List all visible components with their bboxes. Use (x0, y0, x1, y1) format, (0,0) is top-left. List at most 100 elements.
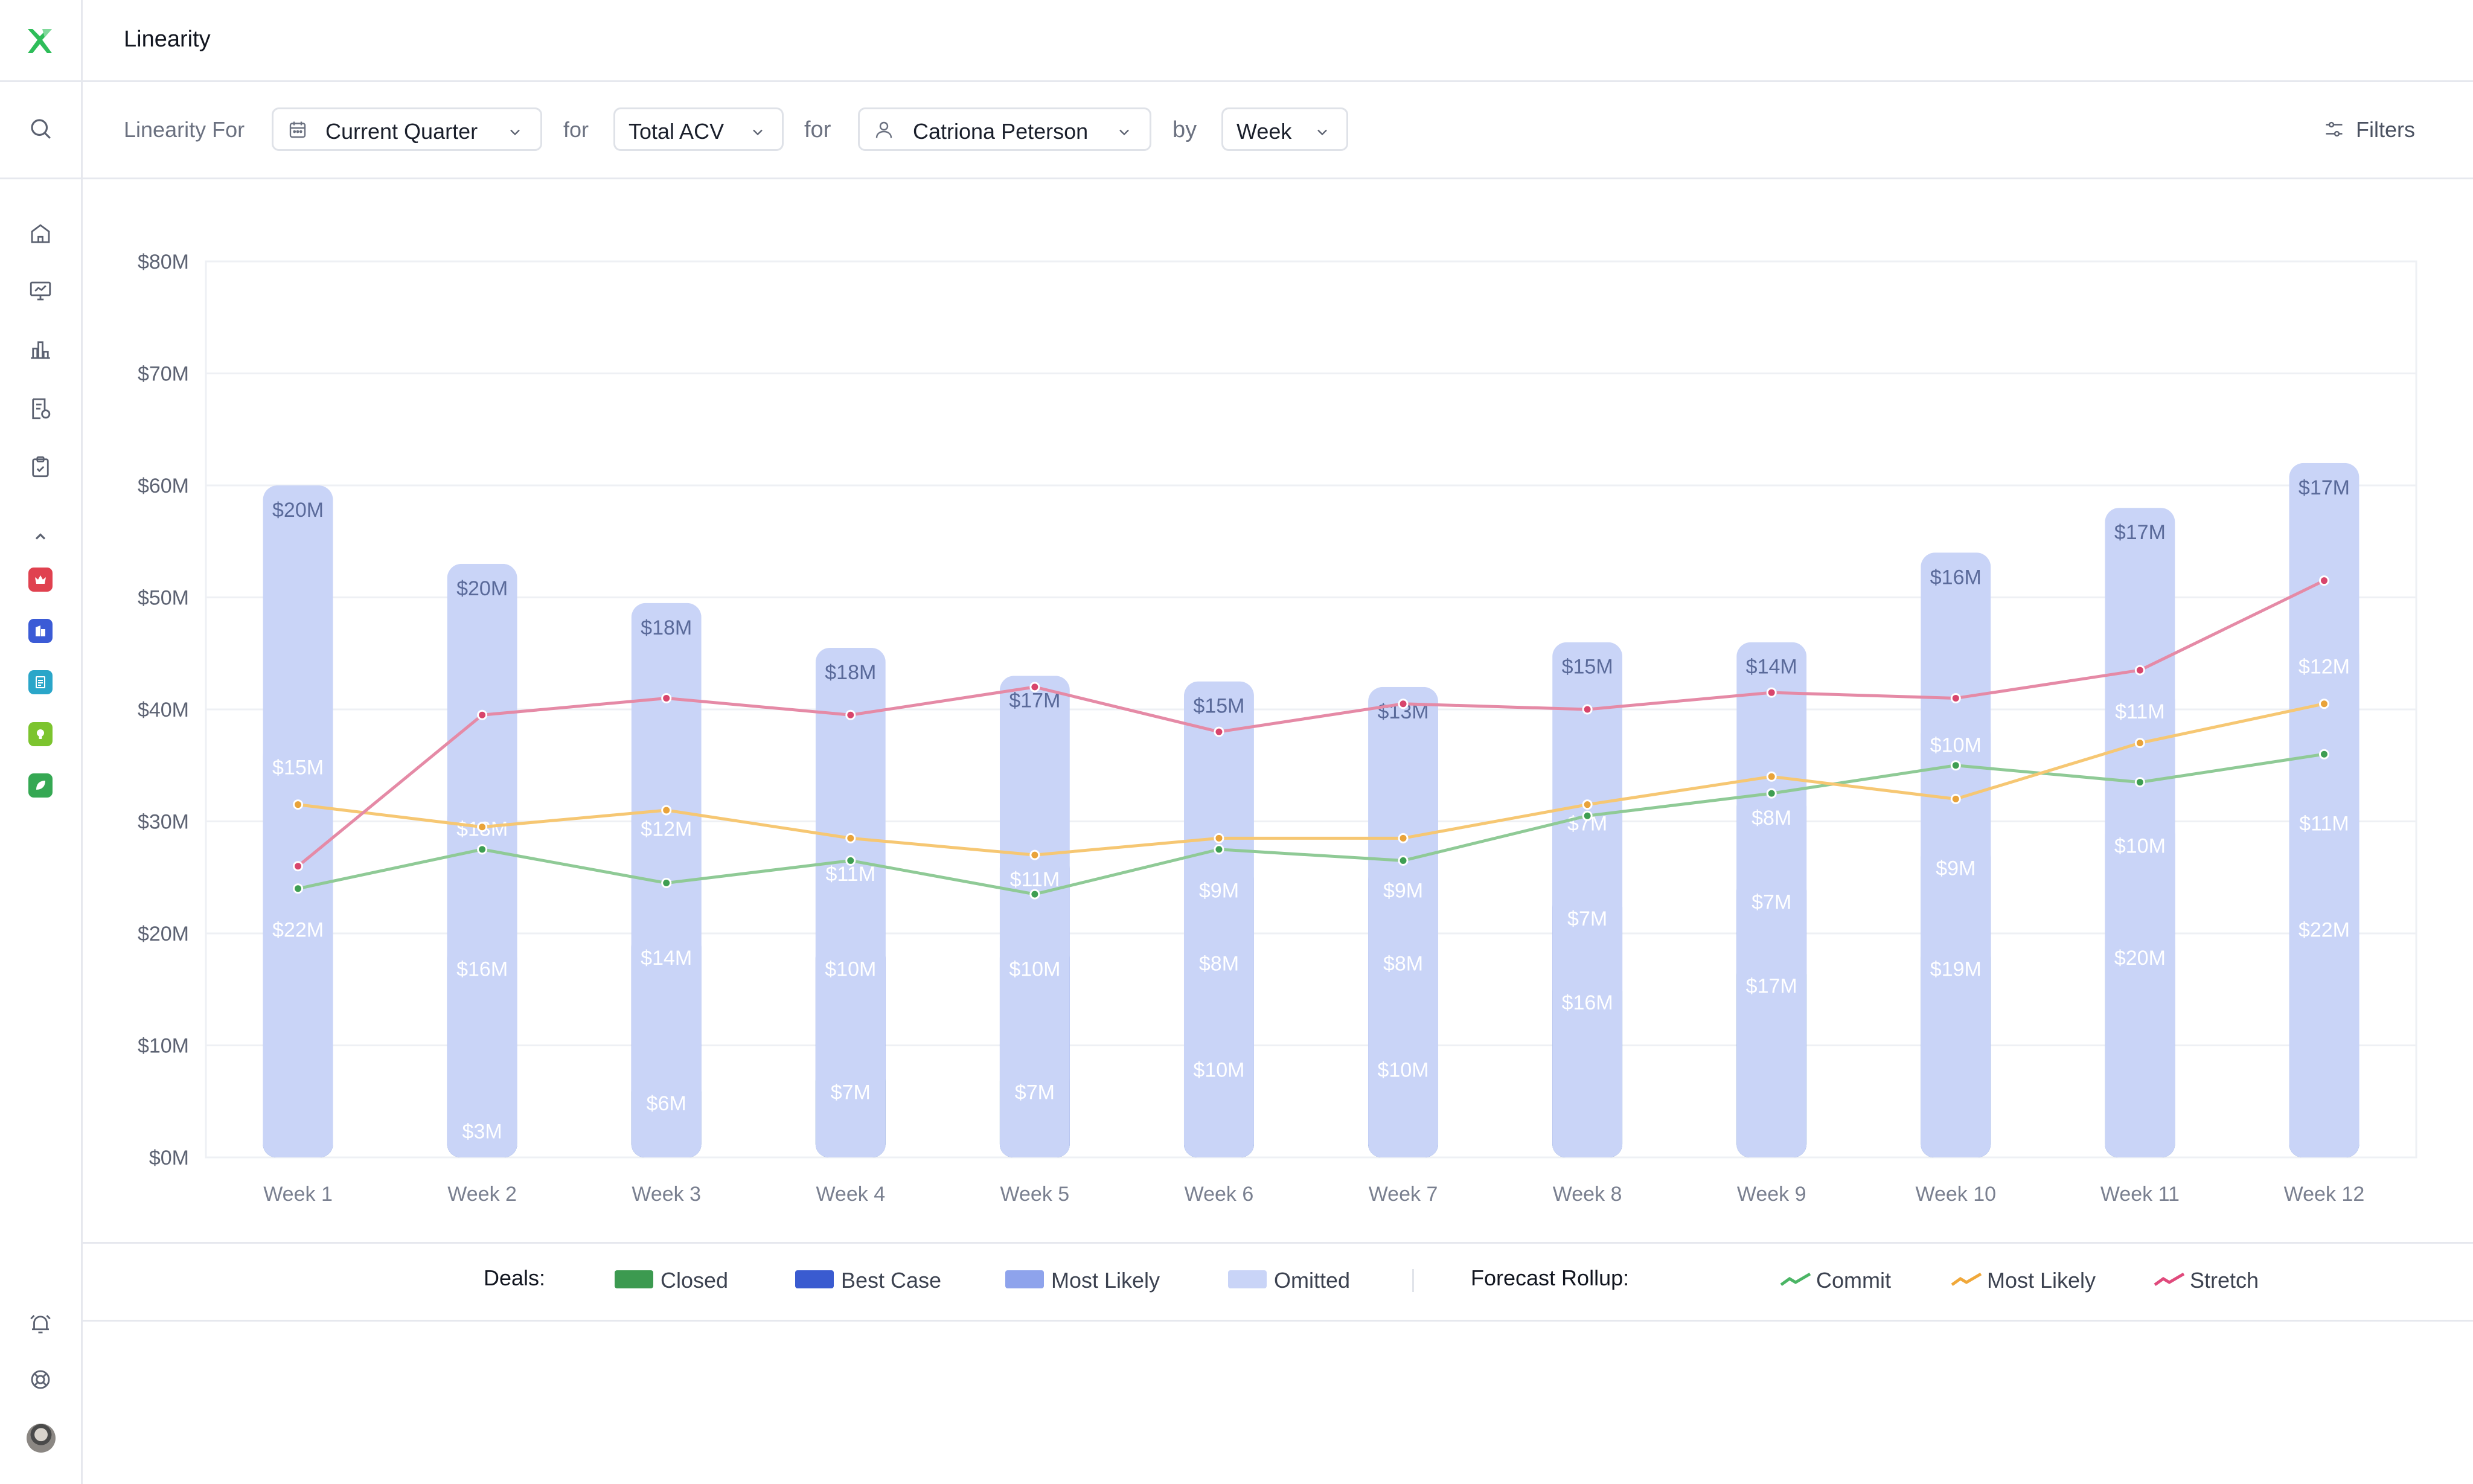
line-point (1214, 833, 1224, 843)
bar-value-label: $15M (272, 756, 324, 779)
legend-most-likely[interactable]: Most Likely (1005, 1267, 1174, 1293)
legend-rollup-most-likely[interactable]: Most Likely (1950, 1267, 2096, 1293)
header: Linearity (83, 0, 2473, 82)
bar-segments (447, 563, 517, 1157)
filter-toolbar: Linearity For Current Quarter for Total … (83, 82, 2473, 179)
bar-stack: $20M $10M $11M $17M (2105, 508, 2175, 1157)
line-point (2318, 699, 2329, 709)
bar-segments (815, 647, 886, 1157)
line-point (845, 833, 856, 843)
linearity-for-label: Linearity For (124, 117, 245, 142)
y-tick-label: $40M (138, 699, 189, 721)
line-point (1582, 810, 1593, 821)
legend-best-case[interactable]: Best Case (795, 1267, 952, 1293)
line-point (1582, 799, 1593, 810)
y-tick-label: $80M (138, 251, 189, 273)
bar-omitted (263, 485, 333, 1157)
x-tick-label: Week 4 (816, 1183, 885, 1206)
bar-stack: $22M $11M $12M $17M (2289, 462, 2359, 1157)
legend-commit-label: Commit (1816, 1268, 1891, 1293)
page-title: Linearity (124, 27, 211, 52)
bar-value-label: $9M (1199, 880, 1239, 903)
omitted-swatch (1228, 1270, 1267, 1288)
most-likely-line-icon (1951, 1272, 1982, 1287)
closed-swatch (615, 1270, 653, 1288)
line-point (1950, 692, 1961, 703)
bar-value-label: $10M (1930, 734, 1982, 757)
metric-dropdown[interactable]: Total ACV (613, 107, 784, 151)
leaf-icon (36, 781, 45, 790)
line-point (1766, 771, 1777, 782)
legend-stretch-label: Stretch (2190, 1268, 2259, 1293)
line-commit (298, 752, 2324, 896)
app-crown[interactable] (28, 568, 53, 592)
line-stretch (296, 579, 2325, 868)
avatar[interactable] (27, 1424, 56, 1453)
report-icon[interactable] (28, 396, 53, 421)
bar-value-label: $14M (1746, 656, 1797, 679)
line-point (1950, 793, 1961, 804)
line-point (1950, 760, 1961, 771)
line-point (2318, 749, 2329, 760)
app-building[interactable] (28, 619, 53, 643)
search-icon[interactable] (28, 116, 53, 141)
building-icon (36, 625, 45, 636)
granularity-dropdown[interactable]: Week (1221, 107, 1348, 151)
chart-svg: $0M$10M$20M$30M$40M$50M$60M$70M$80M$22M$… (138, 251, 2417, 1206)
bar-omitted (1921, 552, 1991, 1157)
legend-closed[interactable]: Closed (615, 1267, 735, 1293)
legend-stretch[interactable]: Stretch (2152, 1267, 2273, 1293)
legend-commit[interactable]: Commit (1779, 1267, 1899, 1293)
bar-omitted (1368, 686, 1439, 1157)
bar-segments (999, 676, 1070, 1157)
y-tick-label: $70M (138, 363, 189, 386)
period-value: Current Quarter (325, 119, 478, 144)
bar-stack: $17M $7M $8M $14M (1736, 642, 1807, 1157)
bar-omitted (999, 676, 1070, 1157)
bar-omitted (1736, 642, 1807, 1157)
line-point (661, 878, 672, 889)
home-icon[interactable] (28, 221, 53, 246)
best-case-swatch (795, 1270, 834, 1288)
bar-segments (1183, 681, 1254, 1158)
app-document[interactable] (28, 670, 53, 694)
line-point (1398, 833, 1409, 843)
bar-segments (1736, 642, 1807, 1157)
for-label-1: for (563, 117, 589, 142)
crown-icon (35, 575, 46, 584)
bar-value-label: $16M (456, 958, 508, 981)
bell-icon[interactable] (28, 1311, 53, 1337)
bar-value-label: $12M (641, 818, 692, 841)
line-point (1766, 687, 1777, 698)
line-point (661, 692, 672, 703)
bar-omitted (2289, 462, 2359, 1157)
bar-segments (2289, 462, 2359, 1157)
legend-best-case-label: Best Case (841, 1268, 942, 1293)
search-cell (0, 82, 81, 179)
bar-stack: $19M $9M $10M $16M (1921, 552, 1991, 1157)
bar-stack: $22M $15M $20M (263, 485, 333, 1157)
bar-value-label: $19M (1930, 958, 1982, 981)
chevron-up-icon[interactable] (28, 524, 53, 548)
person-value: Catriona Peterson (913, 119, 1089, 144)
bar-value-label: $20M (272, 499, 324, 522)
clipboard-check-icon[interactable] (28, 454, 53, 479)
bar-value-label: $10M (825, 958, 876, 981)
legend-omitted[interactable]: Omitted (1228, 1267, 1373, 1293)
bar-value-label: $20M (456, 577, 508, 600)
presentation-icon[interactable] (28, 278, 53, 304)
legend-omitted-label: Omitted (1274, 1268, 1351, 1293)
bar-segments (2105, 508, 2175, 1157)
filters-button[interactable]: Filters (2323, 116, 2432, 142)
bar-chart-icon[interactable] (28, 337, 53, 362)
line-point (1029, 889, 1040, 900)
logo[interactable] (0, 0, 81, 82)
app-lightbulb[interactable] (28, 722, 53, 746)
person-dropdown[interactable]: Catriona Peterson (858, 107, 1151, 151)
period-dropdown[interactable]: Current Quarter (272, 107, 542, 151)
lifebuoy-icon[interactable] (28, 1367, 53, 1392)
x-tick-label: Week 3 (632, 1183, 701, 1206)
bar-value-label: $10M (1378, 1059, 1429, 1082)
line-point (2134, 738, 2145, 749)
app-leaf[interactable] (28, 773, 53, 798)
